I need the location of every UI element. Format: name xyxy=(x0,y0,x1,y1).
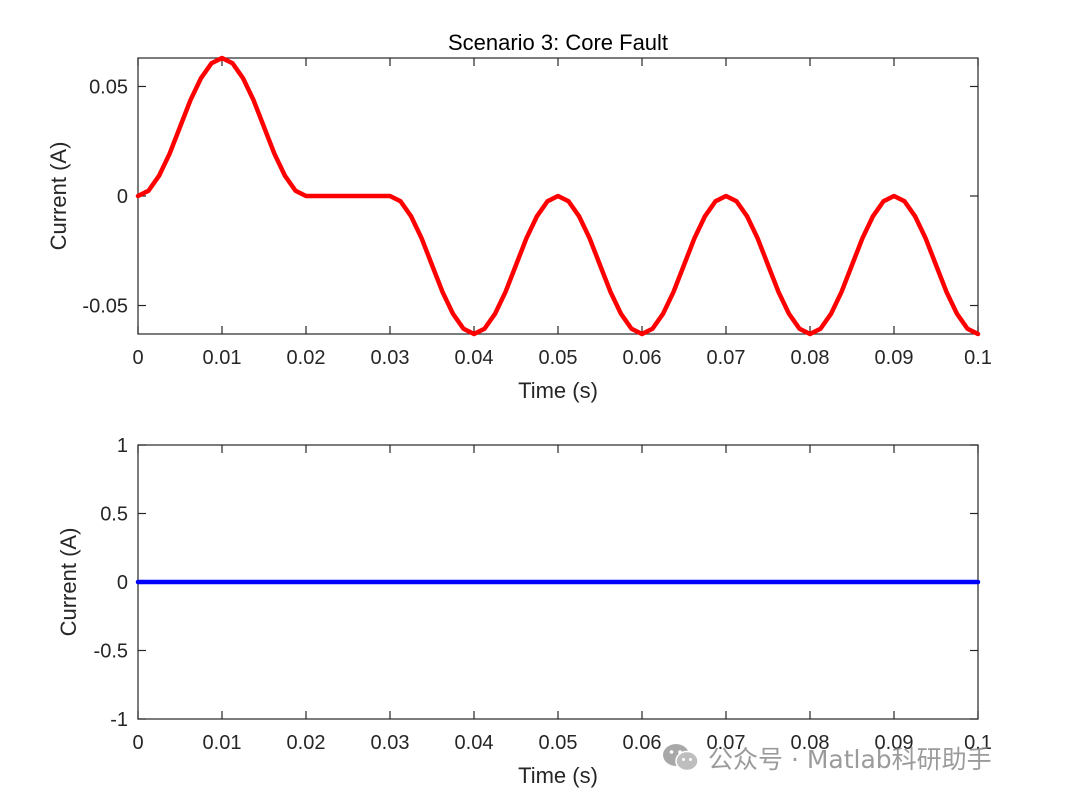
top-series xyxy=(135,55,981,337)
wechat-icon xyxy=(663,744,699,772)
bottom-axes: Time (s) Current (A) 0 0.01 0.02 0.03 0.04 0.… xyxy=(56,435,992,788)
top-y-tick-label: 0.05 xyxy=(89,76,128,98)
top-x-tick-label: 0.1 xyxy=(964,347,992,369)
bottom-x-tick-label: 0.02 xyxy=(287,732,326,754)
top-x-tick-label: 0.08 xyxy=(791,347,830,369)
bottom-x-tick-label: 0.05 xyxy=(539,732,578,754)
top-y-tick-label: -0.05 xyxy=(82,296,128,318)
bottom-x-tick-label: 0.01 xyxy=(203,732,242,754)
top-x-tick-label: 0 xyxy=(132,347,143,369)
bottom-ticks: 0 0.01 0.02 0.03 0.04 0.05 0.06 0.07 0.08 0.09 0.1… xyxy=(94,435,992,754)
top-x-tick-label: 0.07 xyxy=(707,347,746,369)
top-x-tick-label: 0.04 xyxy=(455,347,494,369)
bottom-y-tick-label: 1 xyxy=(117,435,128,457)
top-ticks: 0 0.01 0.02 0.03 0.04 0.05 0.06 0.07 0.08 0.09 0.1… xyxy=(82,58,992,369)
top-x-tick-label: 0.09 xyxy=(875,347,914,369)
top-y-tick-label: 0 xyxy=(117,186,128,208)
bottom-x-tick-label: 0 xyxy=(132,732,143,754)
bottom-x-tick-label: 0.09 xyxy=(875,732,914,754)
bottom-y-tick-label: -0.5 xyxy=(94,641,128,663)
watermark: 公众号 · Matlab科研助手 xyxy=(662,738,992,778)
bottom-x-tick-label: 0.03 xyxy=(371,732,410,754)
top-x-tick-label: 0.02 xyxy=(287,347,326,369)
bottom-x-axis-label: Time (s) xyxy=(518,763,598,788)
top-chart-title: Scenario 3: Core Fault xyxy=(448,30,668,55)
top-x-tick-label: 0.01 xyxy=(203,347,242,369)
bottom-y-axis-label: Current (A) xyxy=(56,528,81,637)
top-x-tick-label: 0.06 xyxy=(623,347,662,369)
bottom-x-tick-label: 0.1 xyxy=(964,732,992,754)
bottom-y-tick-label: 0 xyxy=(117,572,128,594)
top-x-tick-label: 0.05 xyxy=(539,347,578,369)
bottom-x-tick-label: 0.07 xyxy=(707,732,746,754)
watermark-text: 公众号 · Matlab科研助手 xyxy=(708,745,992,774)
top-axes: Scenario 3: Core Fault Time (s) Current … xyxy=(46,30,992,403)
bottom-x-tick-label: 0.06 xyxy=(623,732,662,754)
bottom-y-tick-label: -1 xyxy=(110,709,128,731)
top-x-tick-label: 0.03 xyxy=(371,347,410,369)
bottom-x-tick-label: 0.04 xyxy=(455,732,494,754)
top-series-line xyxy=(135,55,981,337)
top-y-axis-label: Current (A) xyxy=(46,142,71,251)
bottom-y-tick-label: 0.5 xyxy=(100,504,128,526)
bottom-x-tick-label: 0.08 xyxy=(791,732,830,754)
top-x-axis-label: Time (s) xyxy=(518,378,598,403)
